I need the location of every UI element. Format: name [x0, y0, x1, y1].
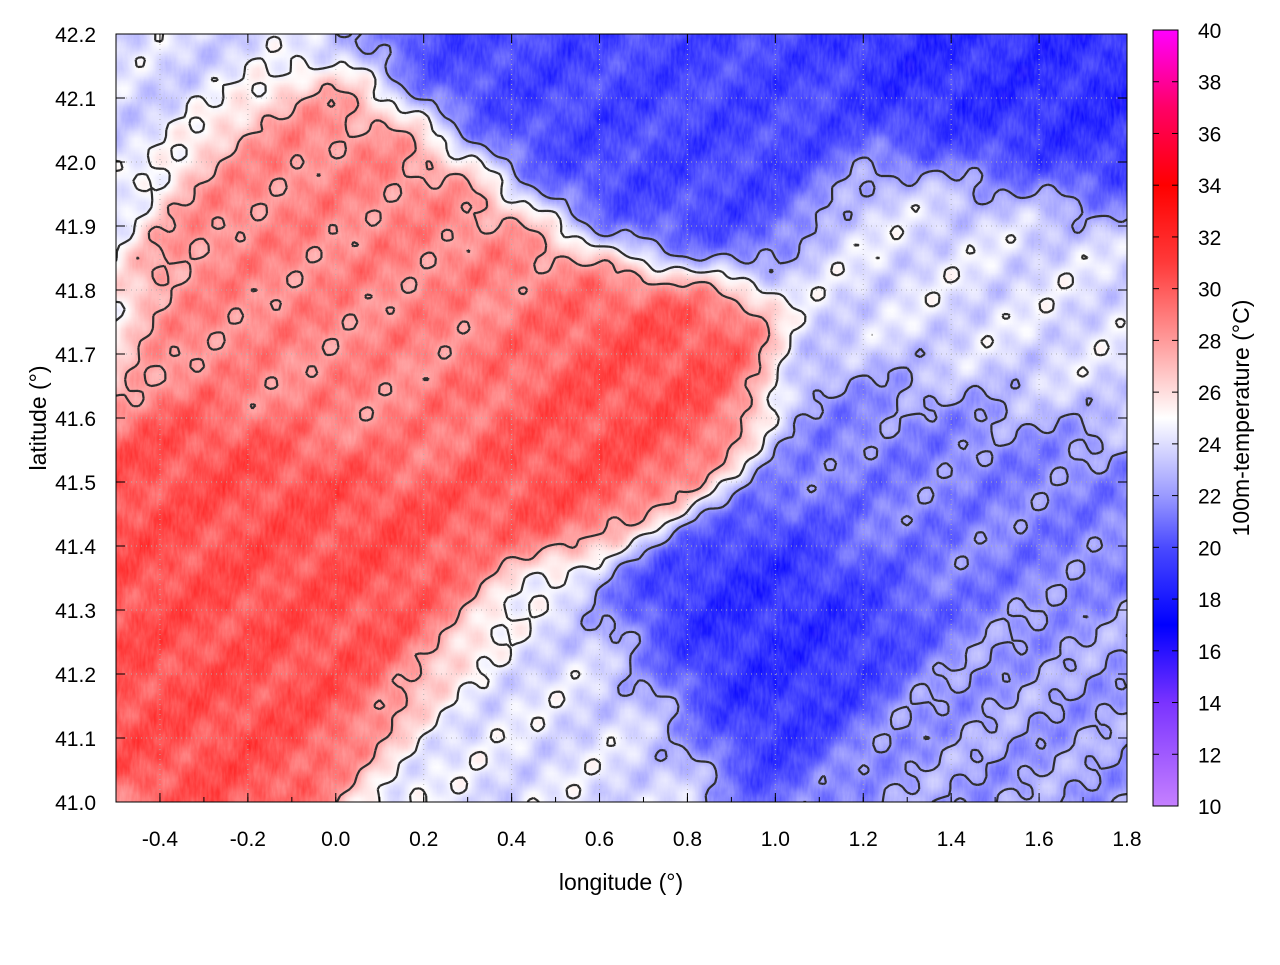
x-tick-label: 1.2	[849, 828, 878, 851]
x-tick-label: -0.2	[230, 828, 266, 851]
y-tick-label: 41.5	[55, 472, 96, 495]
y-tick-label: 41.8	[55, 280, 96, 303]
y-tick-label: 41.1	[55, 728, 96, 751]
colorbar	[1152, 29, 1179, 807]
colorbar-tick-label: 22	[1198, 486, 1221, 509]
colorbar-tick-label: 38	[1198, 72, 1221, 95]
x-tick-label: 1.0	[761, 828, 790, 851]
colorbar-tick-label: 16	[1198, 641, 1221, 664]
grid	[116, 34, 1127, 802]
x-tick-label: -0.4	[142, 828, 179, 851]
colorbar-tick-label: 24	[1198, 434, 1222, 457]
colorbar-label: 100m-temperature (°C)	[1228, 300, 1254, 537]
y-tick-label: 41.3	[55, 600, 96, 623]
x-tick-label: 0.8	[673, 828, 702, 851]
colorbar-tick-label: 14	[1198, 693, 1222, 716]
colorbar-tick-label: 40	[1198, 20, 1221, 43]
y-tick-label: 41.9	[55, 216, 96, 239]
x-tick-label: 1.8	[1112, 828, 1141, 851]
y-axis-ticks: 41.0 41.1 41.2 41.3 41.4 41.5 41.6 41.7 41.8 41.9…	[55, 24, 1127, 815]
y-tick-label: 41.7	[55, 344, 96, 367]
colorbar-tick-label: 10	[1198, 796, 1221, 819]
x-tick-label: 1.4	[937, 828, 967, 851]
colorbar-tick-label: 26	[1198, 382, 1221, 405]
x-tick-label: 0.4	[497, 828, 527, 851]
y-tick-label: 42.2	[55, 24, 96, 47]
colorbar-ticks: 10 12 14 16 18 20 22 24 26 28 30 32 34 36 38 40	[1153, 20, 1222, 819]
x-axis-label: longitude (°)	[559, 869, 683, 895]
y-tick-label: 41.0	[55, 792, 96, 815]
colorbar-tick-label: 20	[1198, 537, 1221, 560]
colorbar-tick-label: 36	[1198, 123, 1221, 146]
colorbar-tick-label: 18	[1198, 589, 1221, 612]
x-tick-label: 0.2	[409, 828, 438, 851]
y-tick-label: 41.4	[55, 536, 96, 559]
colorbar-tick-label: 28	[1198, 330, 1221, 353]
y-axis-label: latitude (°)	[25, 365, 51, 470]
contour-22	[336, 34, 1127, 802]
plot-area	[116, 34, 1127, 802]
colorbar-tick-label: 34	[1198, 175, 1222, 198]
y-tick-label: 41.2	[55, 664, 96, 687]
x-tick-label: 0.6	[585, 828, 614, 851]
x-tick-label: 0.0	[321, 828, 350, 851]
colorbar-tick-label: 32	[1198, 227, 1221, 250]
contour-25	[116, 34, 1127, 802]
contour-28	[116, 82, 771, 802]
y-tick-label: 42.0	[55, 152, 96, 175]
x-tick-label: 1.6	[1024, 828, 1053, 851]
contour-lines	[116, 34, 1127, 802]
y-tick-label: 41.6	[55, 408, 96, 431]
x-axis-ticks: -0.4 -0.2 0.0 0.2 0.4 0.6 0.8 1.0 1.2 1.4 1.6 1.8	[115, 34, 1142, 851]
y-tick-label: 42.1	[55, 88, 96, 111]
colorbar-tick-label: 12	[1198, 744, 1221, 767]
colorbar-tick-label: 30	[1198, 279, 1221, 302]
